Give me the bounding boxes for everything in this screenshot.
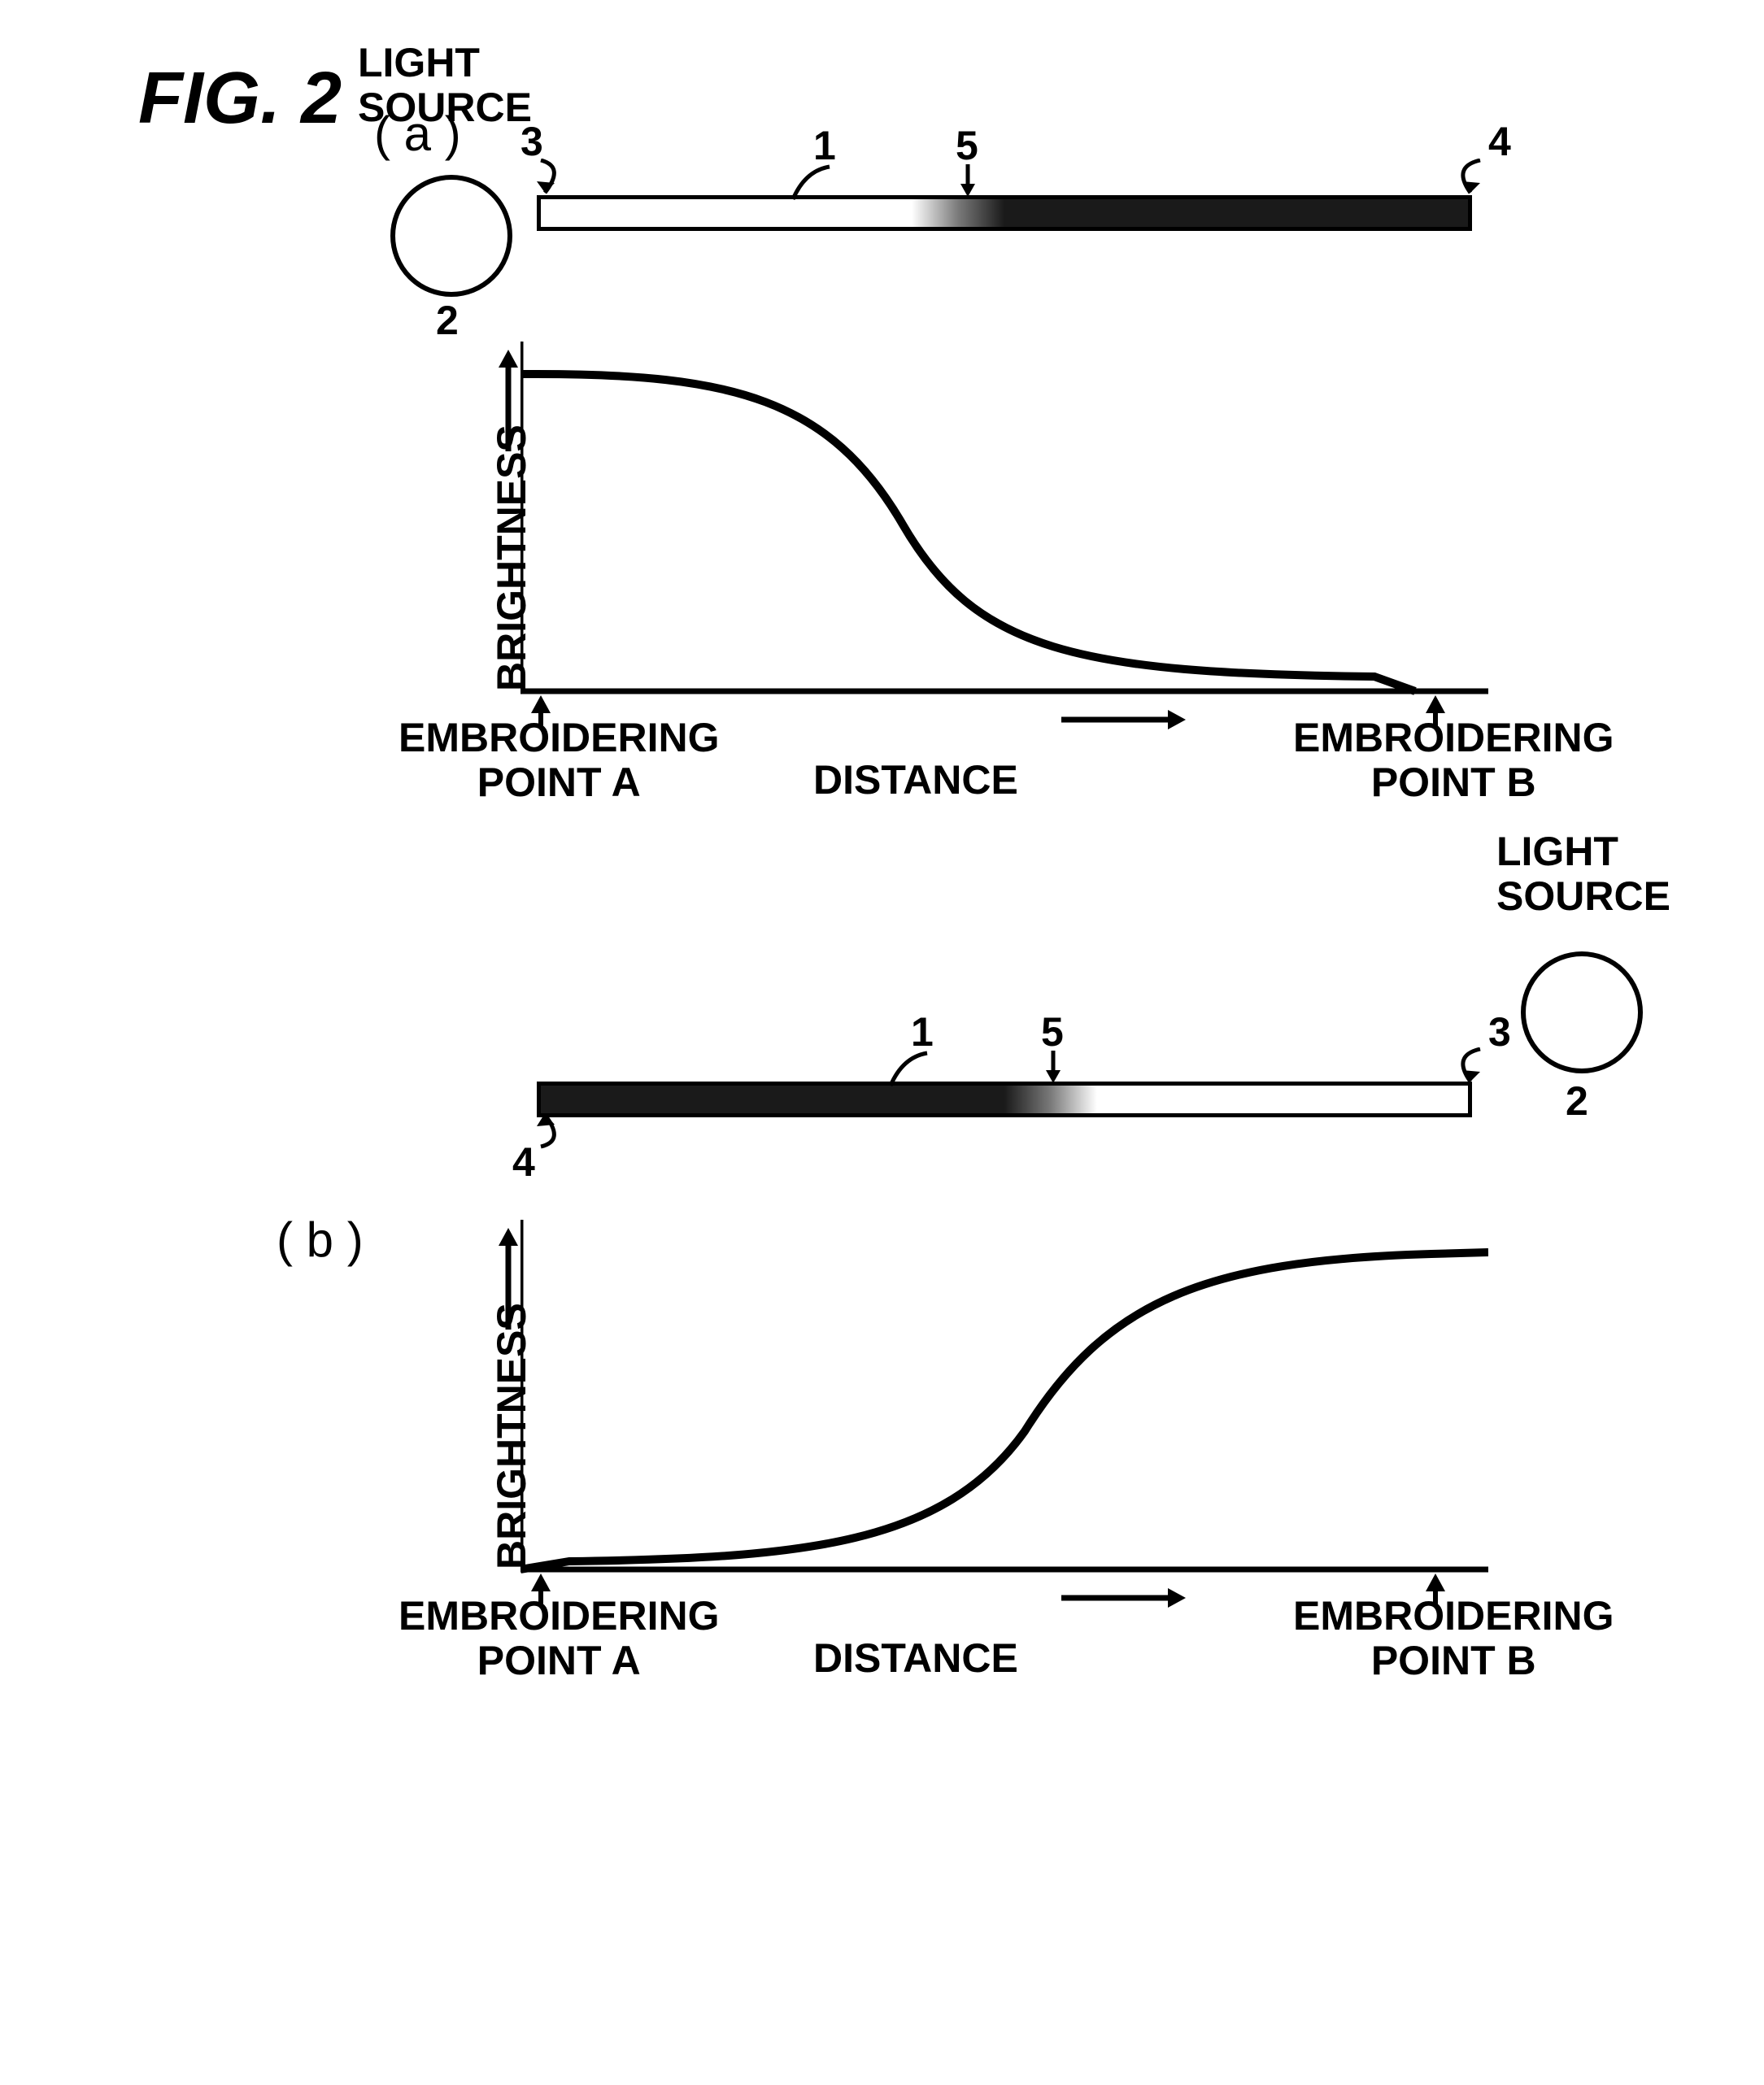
distance-arrow-b bbox=[1057, 1586, 1187, 1610]
lead-3-b bbox=[1440, 1047, 1496, 1092]
point-a-arrow-b bbox=[529, 1574, 553, 1606]
light-source-circle-a bbox=[390, 175, 512, 297]
bar-a bbox=[537, 195, 1472, 231]
bar-b bbox=[537, 1082, 1472, 1117]
distance-label-a: DISTANCE bbox=[813, 756, 1018, 803]
point-a-arrow-a bbox=[529, 695, 553, 728]
lead-1-b bbox=[886, 1049, 952, 1090]
lead-4-b bbox=[520, 1110, 569, 1151]
lead-3-a bbox=[520, 159, 569, 203]
figure-page: FIG. 2 ( a ) LIGHT SOURCE 2 1 3 4 5 bbox=[0, 0, 1764, 2085]
brightness-arrow-b bbox=[496, 1228, 520, 1334]
lead-5-b bbox=[1041, 1049, 1065, 1086]
distance-label-b: DISTANCE bbox=[813, 1634, 1018, 1682]
bar-a-dark bbox=[1004, 199, 1468, 227]
bar-a-gradient bbox=[912, 199, 1004, 227]
point-a-label-a: EMBROIDERING POINT A bbox=[399, 716, 719, 805]
lead-4-a bbox=[1440, 159, 1496, 203]
panel-label-b: ( b ) bbox=[277, 1212, 364, 1268]
figure-title: FIG. 2 bbox=[138, 57, 342, 141]
graph-b bbox=[520, 1220, 1488, 1586]
graph-a bbox=[520, 342, 1488, 707]
light-source-label-b: LIGHT SOURCE bbox=[1496, 829, 1670, 919]
bar-a-light bbox=[541, 199, 912, 227]
label-2-a: 2 bbox=[436, 297, 459, 344]
lead-1-a bbox=[789, 163, 854, 203]
lead-5-a bbox=[956, 163, 980, 199]
light-source-circle-b bbox=[1521, 951, 1643, 1073]
point-a-label-b: EMBROIDERING POINT A bbox=[399, 1594, 719, 1683]
point-b-label-a: EMBROIDERING POINT B bbox=[1293, 716, 1614, 805]
point-b-arrow-a bbox=[1423, 695, 1448, 728]
brightness-arrow-a bbox=[496, 350, 520, 455]
distance-arrow-a bbox=[1057, 707, 1187, 732]
bar-b-gradient bbox=[1004, 1086, 1097, 1113]
brightness-label-a: BRIGHTNESS bbox=[488, 424, 535, 691]
bar-b-light bbox=[1097, 1086, 1468, 1113]
brightness-label-b: BRIGHTNESS bbox=[488, 1303, 535, 1569]
light-source-label-a: LIGHT SOURCE bbox=[358, 41, 532, 130]
point-b-label-b: EMBROIDERING POINT B bbox=[1293, 1594, 1614, 1683]
label-2-b: 2 bbox=[1566, 1077, 1588, 1125]
point-b-arrow-b bbox=[1423, 1574, 1448, 1606]
bar-b-dark bbox=[541, 1086, 1004, 1113]
